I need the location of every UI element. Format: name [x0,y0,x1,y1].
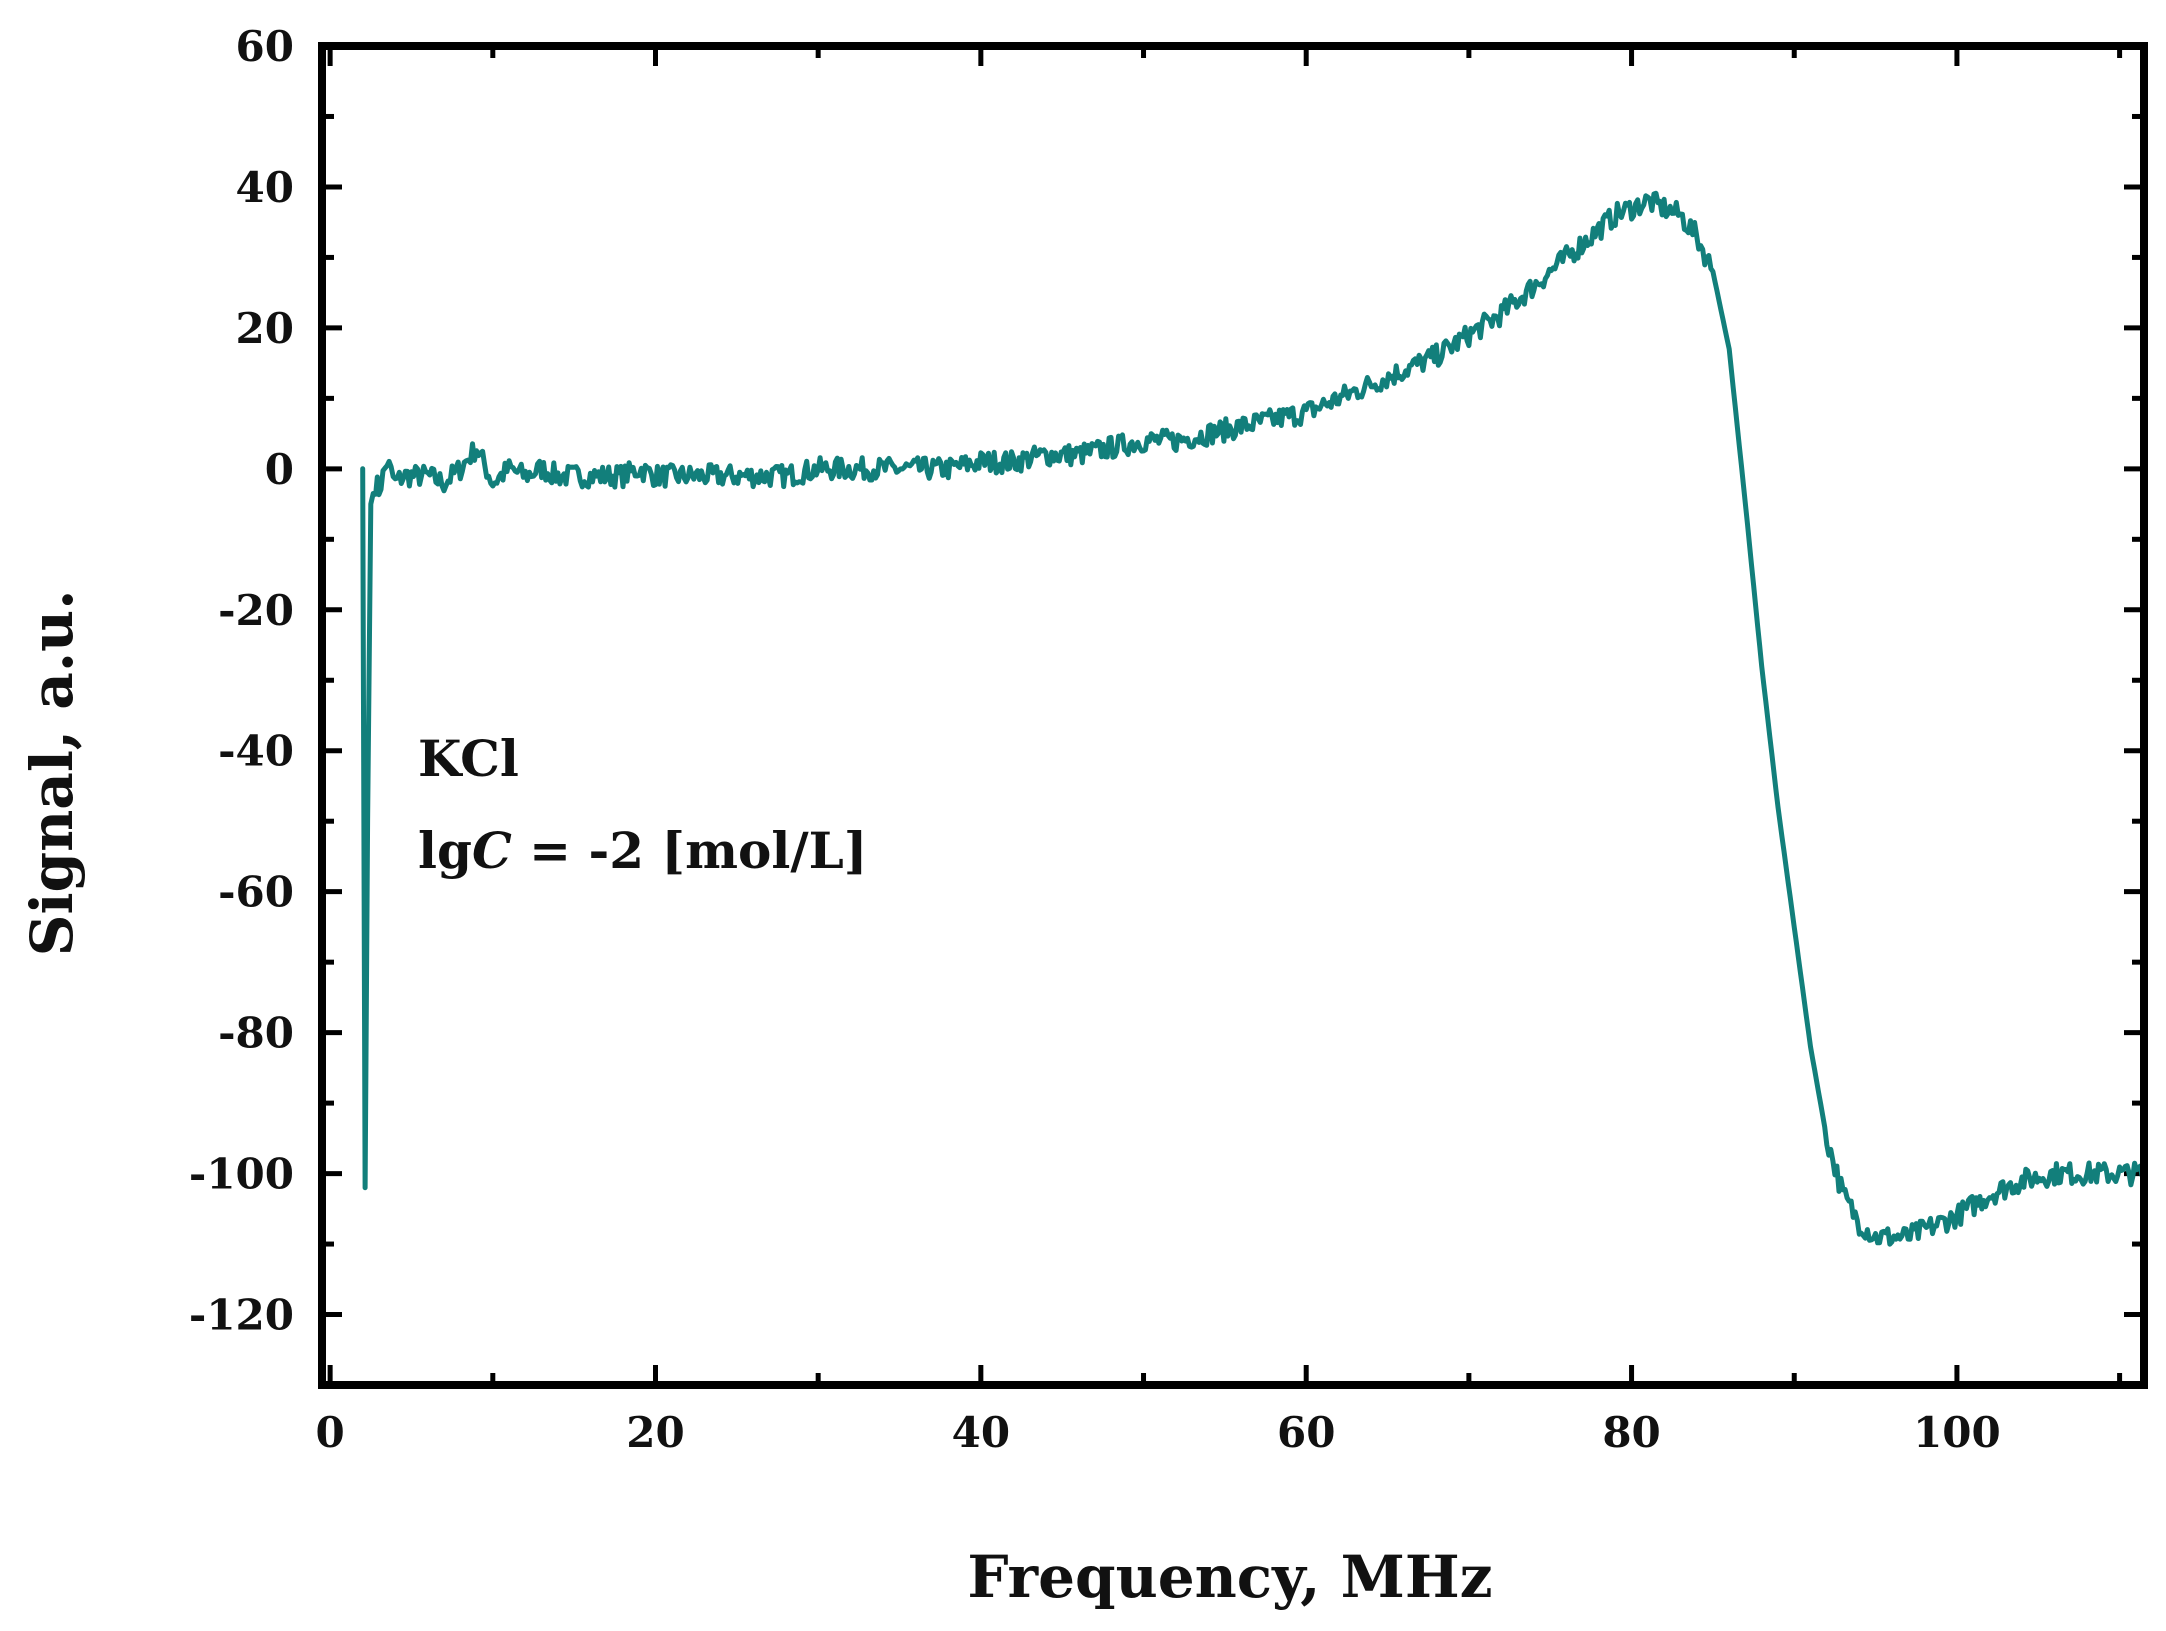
y-tick-label: 40 [236,163,294,212]
annotation-concentration-italic: C [472,821,512,880]
y-tick-label: 0 [265,445,294,494]
y-tick-label: 60 [236,22,294,71]
x-tick-label: 100 [1913,1408,2001,1457]
y-tick-label: -40 [218,727,294,776]
x-tick-labels: 0 20 40 60 80 100 [316,1408,2001,1457]
y-tick-label: -60 [218,868,294,917]
x-tick-label: 40 [952,1408,1010,1457]
y-tick-label: -100 [189,1150,294,1199]
series-line-kcl [360,190,2147,1247]
y-axis-title: Signal, a.u. [18,590,86,957]
annotation-concentration-prefix: lg [418,821,472,880]
plot-frame [318,42,2148,1389]
y-tick-label: 20 [236,304,294,353]
x-tick-label: 0 [316,1408,345,1457]
annotation-concentration-suffix: = -2 [mol/L] [512,821,868,880]
x-tick-label: 20 [626,1408,684,1457]
y-tick-label: -20 [218,586,294,635]
x-tick-label: 80 [1602,1408,1660,1457]
y-tick-label: -80 [218,1009,294,1058]
x-tick-label: 60 [1277,1408,1335,1457]
annotation-substance: KCl [418,729,519,788]
y-tick-label: -120 [189,1291,294,1340]
annotation-concentration: lgC = -2 [mol/L] [418,821,867,880]
x-axis-title: Frequency, MHz [967,1543,1492,1611]
y-tick-labels: 60 40 20 0 -20 -40 -60 -80 -100 -120 [189,22,294,1340]
